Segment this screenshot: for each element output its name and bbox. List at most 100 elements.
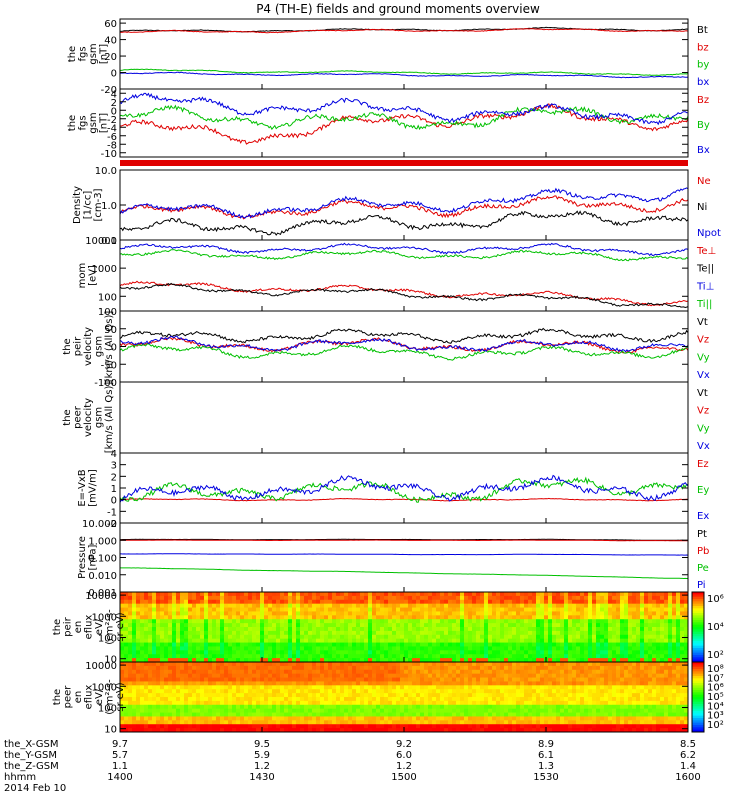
spectrogram-cell <box>160 650 164 654</box>
spectrogram-cell <box>396 604 400 608</box>
spectrogram-cell <box>648 639 652 643</box>
spectrogram-cell <box>244 662 248 666</box>
spectrogram-cell <box>316 596 320 600</box>
spectrogram-cell <box>484 592 488 596</box>
spectrogram-cell <box>364 724 368 728</box>
spectrogram-cell <box>144 689 148 693</box>
spectrogram-cell <box>248 600 252 604</box>
spectrogram-cell <box>496 720 500 724</box>
spectrogram-cell <box>352 724 356 728</box>
spectrogram-cell <box>212 709 216 713</box>
spectrogram-cell <box>240 666 244 670</box>
spectrogram-cell <box>496 604 500 608</box>
spectrogram-cell <box>168 608 172 612</box>
spectrogram-cell <box>296 720 300 724</box>
spectrogram-cell <box>284 592 288 596</box>
spectrogram-cell <box>424 631 428 635</box>
spectrogram-cell <box>372 596 376 600</box>
spectrogram-cell <box>616 631 620 635</box>
spectrogram-cell <box>436 639 440 643</box>
spectrogram-cell <box>660 650 664 654</box>
spectrogram-cell <box>400 646 404 650</box>
spectrogram-cell <box>292 670 296 674</box>
spectrogram-cell <box>516 646 520 650</box>
spectrogram-cell <box>532 724 536 728</box>
spectrogram-cell <box>596 639 600 643</box>
spectrogram-cell <box>252 654 256 658</box>
spectrogram-cell <box>220 670 224 674</box>
spectrogram-cell <box>136 608 140 612</box>
spectrogram-cell <box>672 600 676 604</box>
spectrogram-cell <box>508 619 512 623</box>
spectrogram-cell <box>152 600 156 604</box>
spectrogram-cell <box>556 608 560 612</box>
spectrogram-cell <box>504 705 508 709</box>
spectrogram-cell <box>176 623 180 627</box>
spectrogram-cell <box>608 639 612 643</box>
spectrogram-cell <box>168 615 172 619</box>
spectrogram-cell <box>208 666 212 670</box>
spectrogram-cell <box>540 654 544 658</box>
spectrogram-cell <box>236 600 240 604</box>
spectrogram-cell <box>296 646 300 650</box>
spectrogram-cell <box>128 693 132 697</box>
spectrogram-cell <box>576 631 580 635</box>
spectrogram-cell <box>360 615 364 619</box>
spectrogram-cell <box>340 693 344 697</box>
spectrogram-cell <box>316 608 320 612</box>
spectrogram-cell <box>332 631 336 635</box>
spectrogram-cell <box>260 631 264 635</box>
spectrogram-cell <box>296 685 300 689</box>
spectrogram-cell <box>268 592 272 596</box>
spectrogram-cell <box>476 650 480 654</box>
spectrogram-cell <box>528 619 532 623</box>
spectrogram-cell <box>260 643 264 647</box>
spectrogram-cell <box>312 646 316 650</box>
y-axis-label: [km/s (All Qs)] <box>104 311 115 383</box>
spectrogram-cell <box>176 724 180 728</box>
spectrogram-cell <box>564 701 568 705</box>
spectrogram-cell <box>576 716 580 720</box>
spectrogram-cell <box>168 705 172 709</box>
spectrogram-cell <box>128 592 132 596</box>
spectrogram-cell <box>260 592 264 596</box>
spectrogram-cell <box>220 716 224 720</box>
spectrogram-cell <box>156 716 160 720</box>
spectrogram-cell <box>136 716 140 720</box>
spectrogram-cell <box>276 643 280 647</box>
spectrogram-cell <box>156 713 160 717</box>
spectrogram-cell <box>208 689 212 693</box>
spectrogram-cell <box>388 608 392 612</box>
spectrogram-cell <box>240 720 244 724</box>
spectrogram-cell <box>156 666 160 670</box>
spectrogram-cell <box>500 635 504 639</box>
spectrogram-cell <box>356 697 360 701</box>
spectrogram-cell <box>516 685 520 689</box>
spectrogram-cell <box>376 716 380 720</box>
spectrogram-cell <box>228 670 232 674</box>
spectrogram-cell <box>508 646 512 650</box>
spectrogram-cell <box>608 592 612 596</box>
spectrogram-cell <box>508 693 512 697</box>
spectrogram-cell <box>384 720 388 724</box>
spectrogram-cell <box>252 608 256 612</box>
spectrogram-cell <box>384 611 388 615</box>
spectrogram-cell <box>476 643 480 647</box>
spectrogram-cell <box>140 646 144 650</box>
spectrogram-cell <box>328 600 332 604</box>
spectrogram-cell <box>220 713 224 717</box>
spectrogram-cell <box>492 611 496 615</box>
spectrogram-cell <box>404 670 408 674</box>
spectrogram-cell <box>596 643 600 647</box>
spectrogram-cell <box>144 604 148 608</box>
spectrogram-cell <box>476 693 480 697</box>
spectrogram-cell <box>388 635 392 639</box>
spectrogram-cell <box>408 654 412 658</box>
spectrogram-cell <box>340 646 344 650</box>
spectrogram-cell <box>580 685 584 689</box>
spectrogram-cell <box>476 701 480 705</box>
spectrogram-cell <box>320 689 324 693</box>
spectrogram-cell <box>268 600 272 604</box>
spectrogram-cell <box>296 662 300 666</box>
spectrogram-cell <box>372 701 376 705</box>
